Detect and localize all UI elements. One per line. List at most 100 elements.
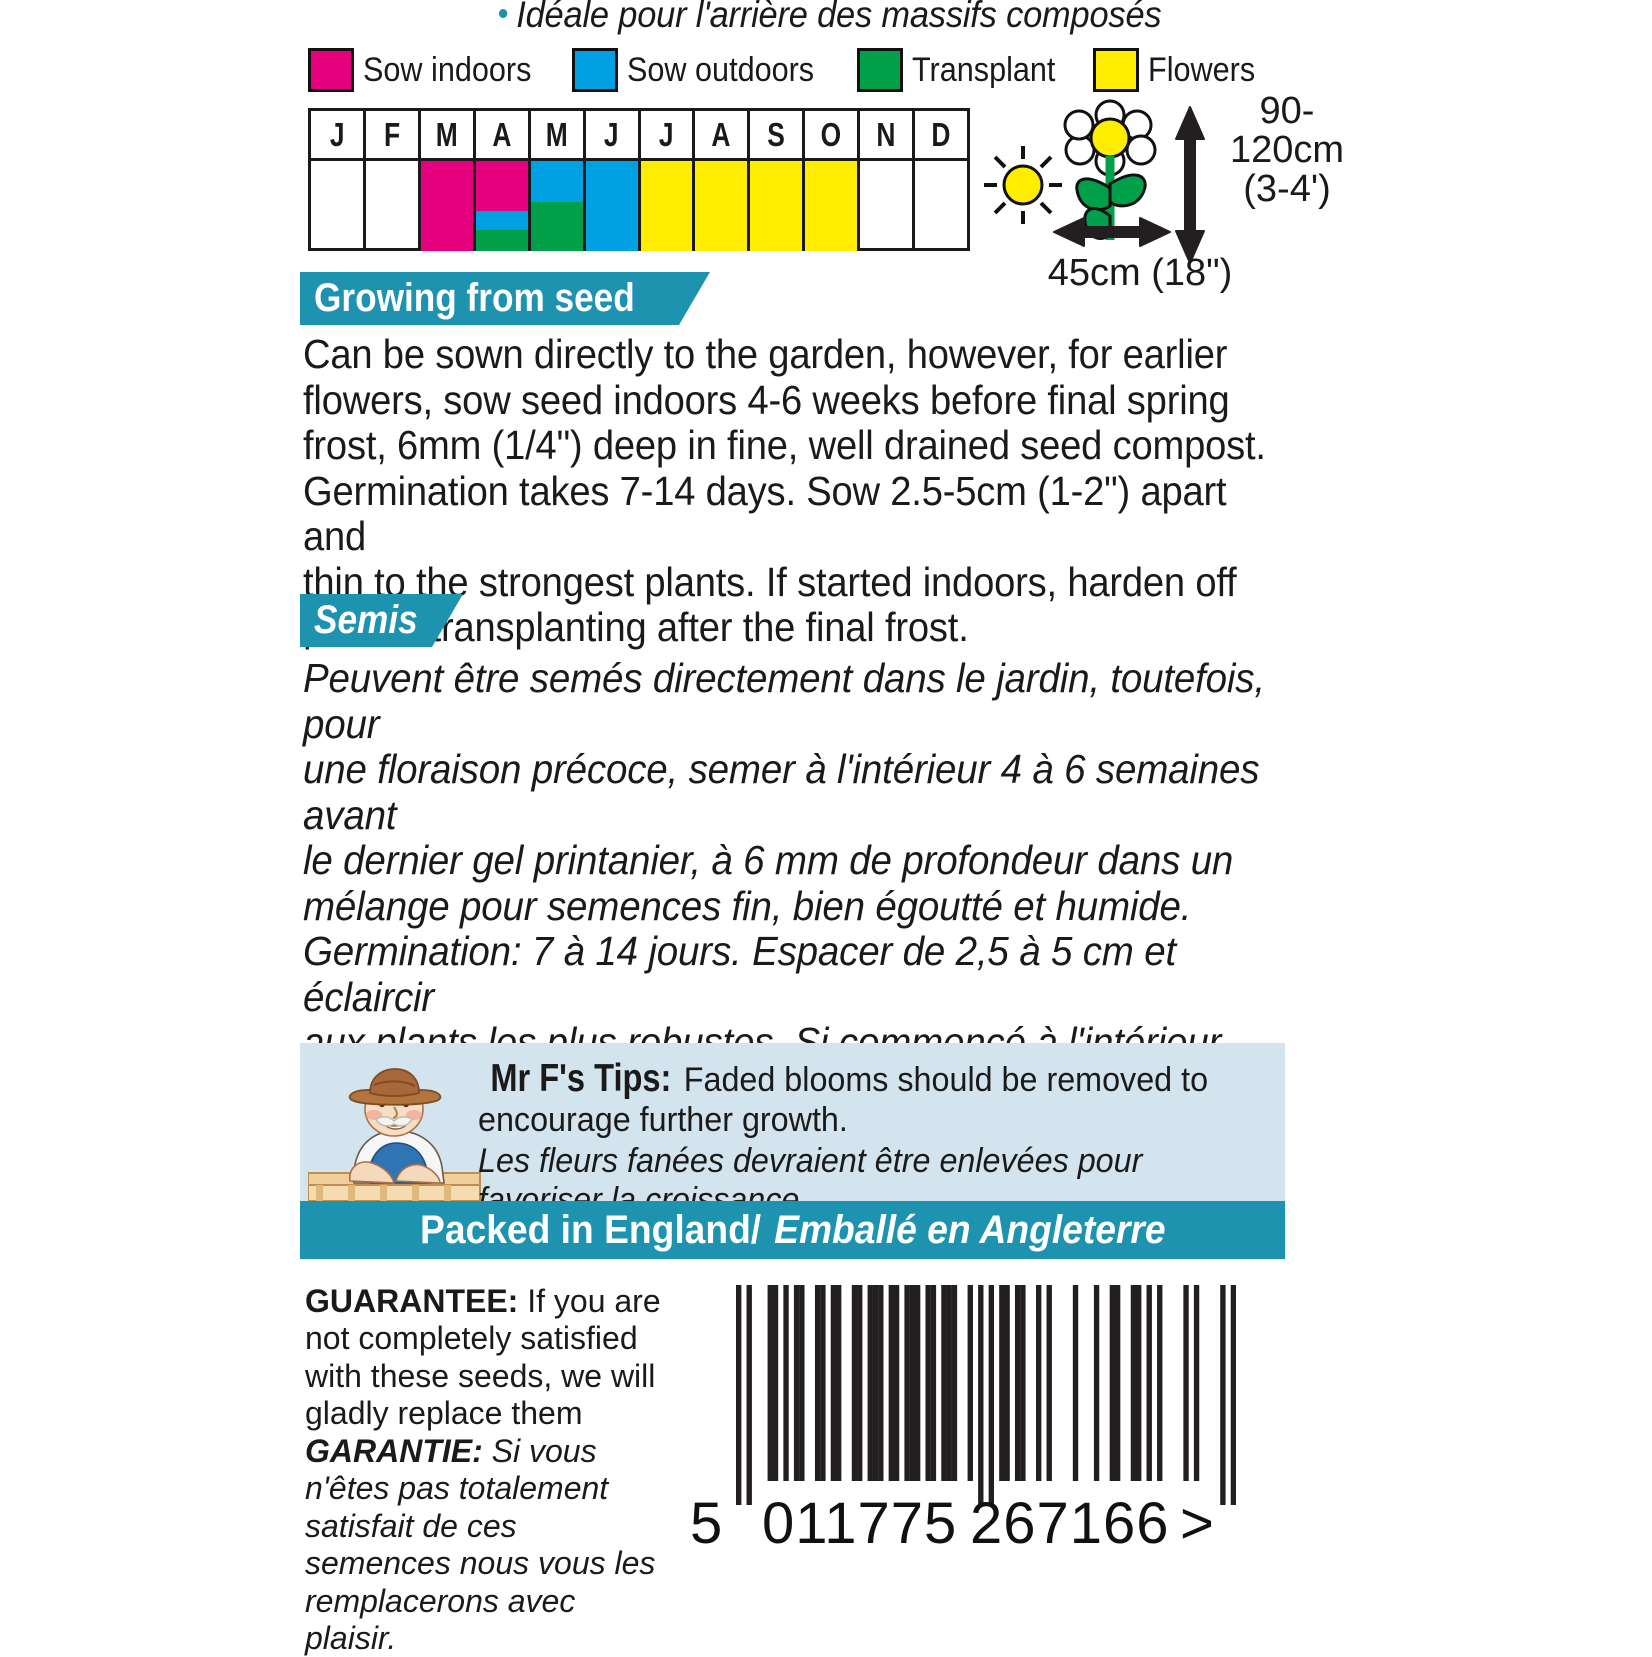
calendar-cell-11 [915,161,967,251]
calendar-segment [475,161,528,211]
barcode-bar [1130,1285,1137,1481]
barcode-bar [1014,1285,1021,1481]
paragraph-line: frost, 6mm (1/4") deep in fine, well dra… [303,422,1266,468]
barcode-bar [1136,1285,1142,1481]
guarantee-body-en: If you are not completely satisfied with… [305,1283,661,1432]
barcode-bar [1157,1285,1163,1481]
barcode-bars [736,1285,1236,1505]
plant-height-label: 90- 120cm (3-4') [1212,91,1362,211]
calendar-cell-2 [420,161,476,251]
mr-f-tips-french: Les fleurs fanées devraient être enlevée… [478,1142,1143,1201]
barcode-bar [1220,1285,1226,1505]
calendar-segment [695,161,748,251]
calendar-segment [420,161,473,251]
barcode-bar [914,1285,921,1481]
calendar-month-letter: J [659,116,674,153]
mr-f-gardener-illustration [308,1068,481,1201]
section-banner-semis: Semis [300,594,463,647]
legend-label-sow-indoors: Sow indoors [363,50,532,89]
calendar-month-letter: O [820,116,842,153]
barcode-bar [1183,1285,1189,1481]
calendar-month-letter: A [711,116,731,153]
calendar-month-letter: M [545,116,568,153]
packed-in-england-banner: Packed in England/Emballé en Angleterre [300,1201,1285,1259]
calendar-activity-row [311,161,967,251]
legend-item-sow-indoors: Sow indoors [308,48,550,92]
paragraph-line: Peuvent être semés directement dans le j… [303,655,1265,747]
calendar-month-letter: M [435,116,458,153]
calendar-cell-3 [475,161,531,251]
barcode-bar [925,1285,931,1481]
barcode-bar [904,1285,910,1481]
barcode-bar [793,1285,800,1481]
barcode-bar [1114,1285,1121,1481]
section-banner-label-en: Growing from seed [314,276,635,320]
barcode-bar [799,1285,805,1481]
barcode-bar [1046,1285,1052,1481]
transplant-swatch-icon [857,48,904,92]
barcode-lead-digit: 5 [690,1491,724,1556]
flowers-swatch-icon [1093,48,1140,92]
barcode-bar [836,1285,842,1481]
barcode-bar [830,1285,837,1481]
mr-f-tips-english: Mr F's Tips: Faded blooms should be remov… [478,1057,1229,1140]
height-line-2: 120cm [1229,129,1345,172]
barcode-bar [941,1285,947,1481]
feature-bullet-line: Idéale pour l'arrière des massifs compos… [337,0,1323,36]
mr-f-tips-box: Mr F's Tips: Faded blooms should be remov… [300,1043,1285,1201]
barcode-bar [893,1285,900,1481]
legend-label-flowers: Flowers [1148,50,1256,89]
calendar-month-11: D [915,111,967,158]
plant-requirements: 90- 120cm (3-4') 45cm (18") [980,91,1344,294]
calendar-month-1: F [366,111,421,158]
calendar-cell-8 [750,161,806,251]
barcode-bar [783,1285,789,1481]
calendar-cell-1 [366,161,421,251]
bullet-dot-icon [498,8,507,18]
barcode-bar [1020,1285,1026,1481]
mr-f-tips-label: Mr F's Tips: [490,1057,672,1100]
mr-f-tips-english-text: Faded blooms should be removed to encour… [478,1061,1209,1140]
plant-spread-label: 45cm (18") [1047,252,1233,294]
calendar-month-letter: S [767,116,786,153]
barcode-bar [999,1285,1005,1481]
barcode-bar [888,1285,894,1481]
barcode-bar [930,1285,937,1481]
paragraph-line: flowers, sow seed indoors 4-6 weeks befo… [303,376,1230,423]
calendar-month-6: J [641,111,696,158]
barcode-bar [1036,1285,1042,1481]
calendar-month-0: J [311,111,366,158]
calendar-month-9: O [805,111,861,158]
barcode-bar [988,1285,994,1505]
calendar-cell-10 [860,161,916,251]
sow-indoors-swatch-icon [308,48,354,92]
legend-item-sow-outdoors: Sow outdoors [572,48,835,92]
paragraph-line: une floraison précoce, semer à l'intérie… [303,746,1260,838]
guarantee-text: GUARANTEE: If you are not completely sat… [305,1283,665,1657]
paragraph-line: mélange pour semences fin, bien égoutté … [303,882,1192,929]
packed-label-fr: Emballé en Angleterre [773,1207,1166,1252]
calendar-month-letter: D [931,116,951,153]
calendar-cell-6 [640,161,696,251]
calendar-cell-0 [311,161,366,251]
calendar-cell-5 [585,161,641,251]
barcode-bar [1230,1285,1236,1505]
section-banner-growing-from-seed: Growing from seed [300,272,709,325]
barcode-bar [1072,1285,1079,1481]
calendar-segment [530,161,583,202]
paragraph-line: Can be sown directly to the garden, howe… [303,331,1228,377]
calendar-segment [750,161,803,251]
paragraph-line: le dernier gel printanier, à 6 mm de pro… [303,837,1234,883]
calendar-segment [805,161,858,251]
calendar-month-5: J [586,111,641,158]
guarantee-french: GARANTIE: Si vous n'êtes pas totalement … [305,1433,655,1656]
calendar-month-4: M [531,111,586,158]
barcode-bar [909,1285,916,1481]
calendar-segment [530,201,583,251]
height-line-3: (3-4') [1243,168,1331,211]
feature-bullet-text: Idéale pour l'arrière des massifs compos… [516,0,1162,35]
barcode-bar [867,1285,873,1481]
barcode-bar [820,1285,826,1481]
